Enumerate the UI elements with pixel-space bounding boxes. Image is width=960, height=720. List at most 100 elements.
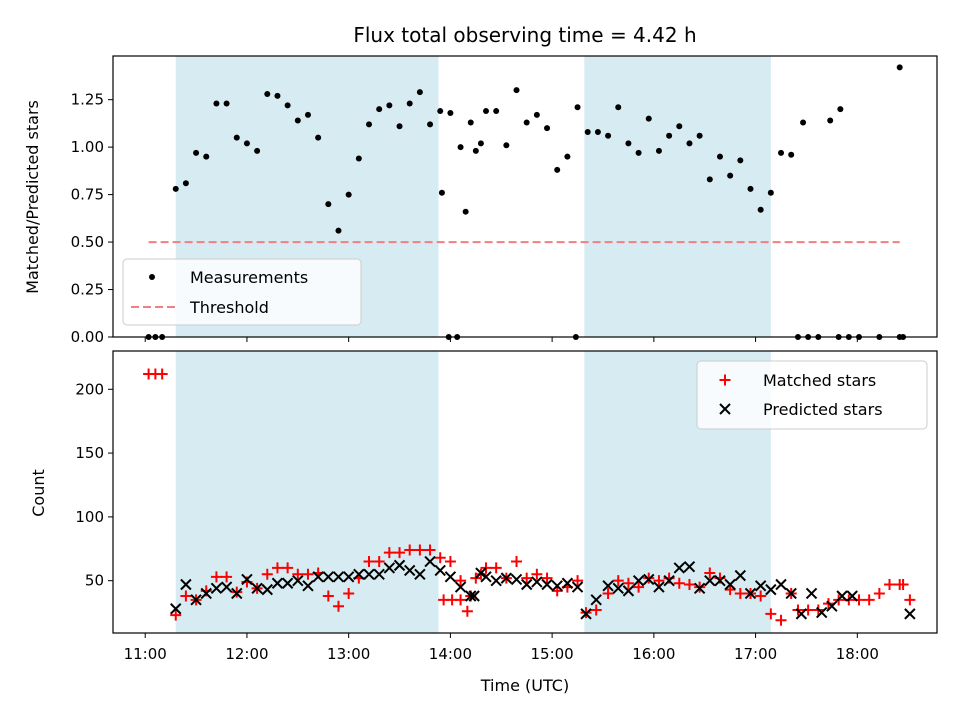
- data-point-matched: [673, 577, 685, 589]
- data-point-predicted: [826, 600, 838, 612]
- data-point-predicted: [281, 577, 294, 589]
- data-point-predicted: [322, 571, 335, 583]
- data-point-predicted: [795, 608, 808, 620]
- legend-marker-predicted: [719, 403, 731, 415]
- data-point-predicted: [332, 571, 345, 583]
- data-point-predicted: [200, 587, 212, 600]
- data-point: [716, 153, 723, 160]
- data-point: [477, 140, 484, 147]
- series-x: [170, 555, 916, 620]
- legend-box: [696, 360, 928, 430]
- data-point-predicted: [465, 590, 477, 602]
- data-point-matched: [271, 562, 283, 574]
- data-point-predicted: [468, 590, 480, 602]
- data-point-predicted: [353, 568, 365, 581]
- data-point-matched: [602, 587, 614, 599]
- data-point: [493, 108, 500, 115]
- data-point-predicted: [241, 573, 253, 586]
- data-point-predicted: [704, 574, 716, 587]
- y-tick-label: 50: [85, 572, 104, 590]
- data-point: [467, 119, 474, 126]
- chart-title: Flux total observing time = 4.42 h: [353, 23, 696, 47]
- data-point: [462, 208, 469, 215]
- data-point-predicted: [693, 582, 706, 595]
- data-point: [457, 144, 464, 151]
- data-point-predicted: [734, 569, 747, 582]
- data-point: [345, 191, 352, 198]
- data-point: [366, 121, 373, 128]
- data-point: [274, 92, 281, 99]
- y-tick-label: 150: [75, 444, 104, 462]
- x-tick-label: 12:00: [225, 645, 268, 663]
- data-point-matched: [343, 587, 355, 599]
- data-point-predicted: [404, 564, 416, 577]
- data-point: [554, 166, 561, 173]
- series-dot: [145, 64, 907, 340]
- bottom-y-axis-label: Count: [29, 469, 48, 517]
- data-point: [406, 100, 413, 107]
- data-point-predicted: [602, 580, 614, 592]
- data-point: [544, 125, 551, 132]
- data-point-matched: [444, 556, 456, 568]
- data-point-predicted: [302, 580, 314, 592]
- data-point-matched: [633, 581, 645, 593]
- data-point-matched: [383, 547, 395, 559]
- data-point-matched: [455, 594, 467, 606]
- data-point-predicted: [180, 578, 192, 591]
- data-point-matched: [170, 609, 182, 621]
- data-point: [635, 149, 642, 156]
- data-point-predicted: [571, 581, 584, 593]
- data-point: [304, 111, 311, 118]
- x-axis-label: Time (UTC): [480, 676, 569, 695]
- data-point-predicted: [551, 580, 563, 592]
- data-point: [233, 134, 240, 141]
- shaded-interval: [584, 56, 771, 337]
- data-point-matched: [261, 568, 273, 580]
- data-point-predicted: [373, 568, 385, 581]
- data-point: [355, 155, 362, 162]
- data-point-matched: [521, 572, 533, 584]
- data-point-predicted: [744, 587, 757, 600]
- data-point-matched: [734, 587, 746, 599]
- data-point-matched: [551, 585, 563, 597]
- data-point-matched: [511, 556, 523, 568]
- data-point: [223, 100, 230, 107]
- data-point-predicted: [541, 578, 553, 591]
- legend-label-predicted: Predicted stars: [763, 400, 883, 419]
- data-point-predicted: [846, 590, 858, 602]
- data-point: [800, 119, 807, 126]
- data-point-matched: [653, 575, 665, 587]
- data-point: [605, 132, 612, 139]
- y-tick-label: 100: [75, 508, 104, 526]
- data-point: [584, 128, 591, 135]
- data-point-matched: [541, 572, 553, 584]
- data-point-predicted: [805, 587, 818, 600]
- y-tick-label: 1.00: [71, 138, 104, 156]
- data-point-predicted: [444, 571, 457, 583]
- bottom-legend: Matched stars Predicted stars: [696, 360, 928, 430]
- data-point-predicted: [490, 574, 502, 587]
- data-point-predicted: [510, 573, 523, 586]
- data-point: [182, 180, 189, 187]
- data-point: [427, 121, 434, 128]
- data-point-matched: [612, 575, 624, 587]
- data-point-predicted: [271, 577, 284, 589]
- y-tick-label: 0.00: [71, 328, 104, 346]
- data-point: [666, 132, 673, 139]
- x-tick-label: 13:00: [327, 645, 370, 663]
- data-point: [615, 104, 622, 111]
- legend-label-matched: Matched stars: [763, 371, 876, 390]
- data-point: [778, 149, 785, 156]
- data-point: [747, 185, 754, 192]
- data-point: [376, 106, 383, 113]
- data-point-predicted: [785, 587, 797, 600]
- data-point-matched: [904, 594, 916, 606]
- data-point-matched: [531, 568, 543, 580]
- data-point: [264, 90, 271, 97]
- data-point-matched: [210, 571, 222, 583]
- data-point-matched: [424, 544, 436, 556]
- data-point: [396, 123, 403, 130]
- data-point: [193, 149, 200, 156]
- data-point: [686, 140, 693, 147]
